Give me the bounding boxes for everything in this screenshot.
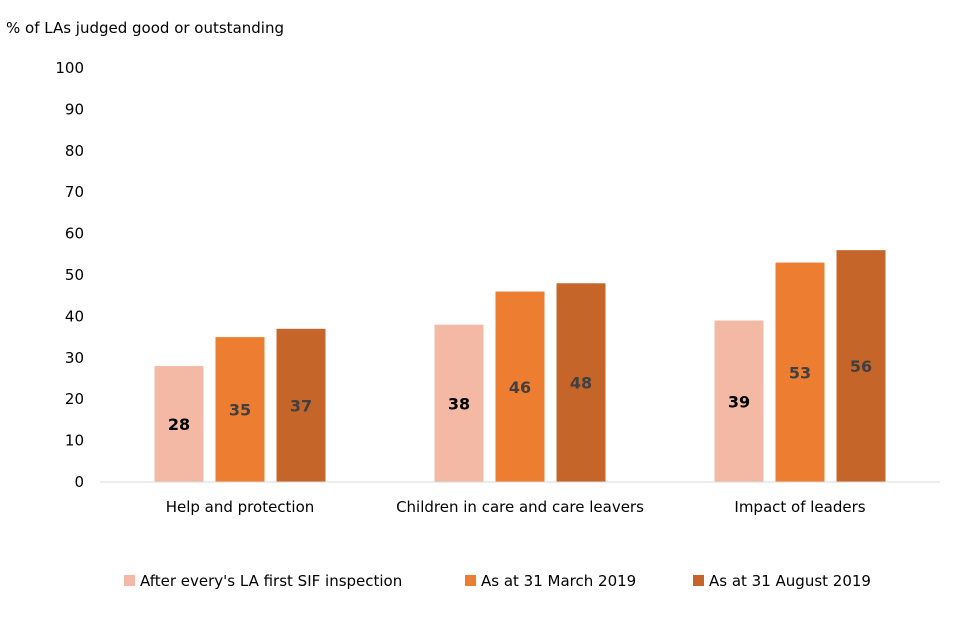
data-label: 53	[789, 363, 811, 382]
legend-swatch	[693, 575, 704, 586]
bar	[154, 366, 204, 482]
y-tick-label: 10	[65, 432, 84, 450]
y-tick-label: 80	[65, 142, 84, 160]
y-tick-label: 70	[65, 183, 84, 201]
y-tick-label: 50	[65, 266, 84, 284]
y-tick-label: 40	[65, 307, 84, 325]
x-tick-label: Impact of leaders	[734, 498, 865, 516]
y-axis-label: % of LAs judged good or outstanding	[6, 19, 284, 37]
bar	[714, 320, 764, 482]
bar	[495, 291, 545, 482]
legend-label: After every's LA first SIF inspection	[140, 572, 402, 590]
bars	[154, 250, 886, 482]
bar	[836, 250, 886, 482]
legend-swatch	[465, 575, 476, 586]
y-axis-ticks: 0 10 20 30 40 50 60 70 80 90 100	[55, 59, 84, 491]
legend-swatch	[124, 575, 135, 586]
bar	[276, 328, 326, 482]
legend: After every's LA first SIF inspection As …	[124, 572, 871, 590]
data-labels: 28 35 37 38 46 48 39 53 56	[168, 357, 872, 434]
data-label: 35	[229, 401, 251, 420]
data-label: 37	[290, 396, 312, 415]
y-tick-label: 30	[65, 349, 84, 367]
data-label: 56	[850, 357, 872, 376]
data-label: 48	[570, 374, 592, 393]
legend-label: As at 31 March 2019	[481, 572, 636, 590]
bar	[215, 337, 265, 482]
y-tick-label: 100	[55, 59, 84, 77]
legend-label: As at 31 August 2019	[709, 572, 871, 590]
x-tick-label: Help and protection	[166, 498, 315, 516]
y-tick-label: 20	[65, 390, 84, 408]
data-label: 39	[728, 392, 750, 411]
bar	[775, 262, 825, 482]
x-tick-label: Children in care and care leavers	[396, 498, 644, 516]
x-axis-labels: Help and protection Children in care and …	[166, 498, 866, 516]
data-label: 38	[448, 394, 470, 413]
y-tick-label: 0	[74, 473, 84, 491]
data-label: 28	[168, 415, 190, 434]
data-label: 46	[509, 378, 531, 397]
y-tick-label: 90	[65, 100, 84, 118]
bar	[556, 283, 606, 482]
bar	[434, 324, 484, 482]
y-tick-label: 60	[65, 225, 84, 243]
